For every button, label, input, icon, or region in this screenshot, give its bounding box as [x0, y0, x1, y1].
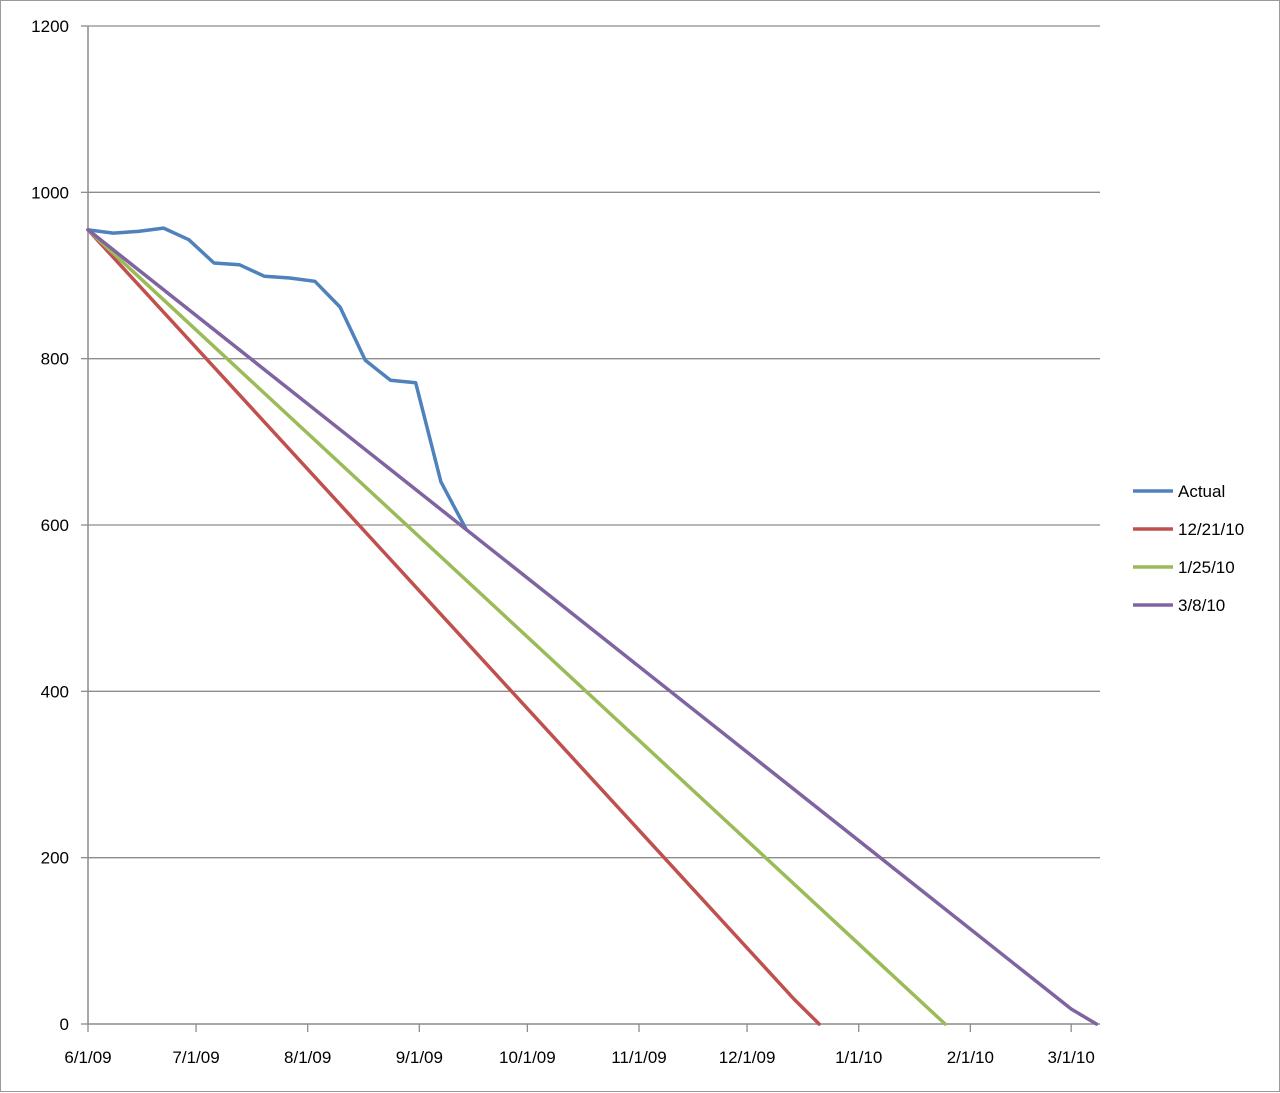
x-tick-label: 3/1/10 — [1048, 1048, 1095, 1067]
y-tick-label: 400 — [41, 682, 69, 701]
x-tick-label: 1/1/10 — [835, 1048, 882, 1067]
x-tick-label: 7/1/09 — [172, 1048, 219, 1067]
x-tick-label: 10/1/09 — [499, 1048, 556, 1067]
y-tick-label: 800 — [41, 350, 69, 369]
x-tick-labels: 6/1/09 7/1/09 8/1/09 9/1/09 10/1/09 11/1/09 12… — [64, 1048, 1094, 1067]
x-tick-label: 8/1/09 — [284, 1048, 331, 1067]
x-tick-label: 6/1/09 — [64, 1048, 111, 1067]
legend-label: 12/21/10 — [1178, 520, 1244, 539]
legend-label: Actual — [1178, 482, 1225, 501]
series-lines — [86, 226, 1099, 1026]
y-tick-labels: 0 200 400 600 800 1000 1200 — [31, 17, 69, 1034]
y-tick-label: 1200 — [31, 17, 69, 36]
y-tick-label: 600 — [41, 516, 69, 535]
series-line-2 — [86, 228, 947, 1026]
y-tick-label: 0 — [60, 1015, 69, 1034]
legend-label: 1/25/10 — [1178, 558, 1235, 577]
series-line-3 — [86, 228, 1099, 1026]
x-tick-label: 9/1/09 — [396, 1048, 443, 1067]
y-tick-label: 200 — [41, 849, 69, 868]
grid-lines — [88, 25, 1100, 859]
x-tick-label: 12/1/09 — [719, 1048, 776, 1067]
series-line-0 — [86, 226, 468, 531]
x-tick-label: 11/1/09 — [611, 1048, 666, 1067]
x-tick-label: 2/1/10 — [947, 1048, 994, 1067]
legend-label: 3/8/10 — [1178, 596, 1225, 615]
legend: Actual 12/21/10 1/25/10 3/8/10 — [1133, 482, 1244, 615]
series-line-1 — [86, 228, 821, 1026]
y-tick-label: 1000 — [31, 183, 69, 202]
axes — [81, 25, 1100, 1032]
